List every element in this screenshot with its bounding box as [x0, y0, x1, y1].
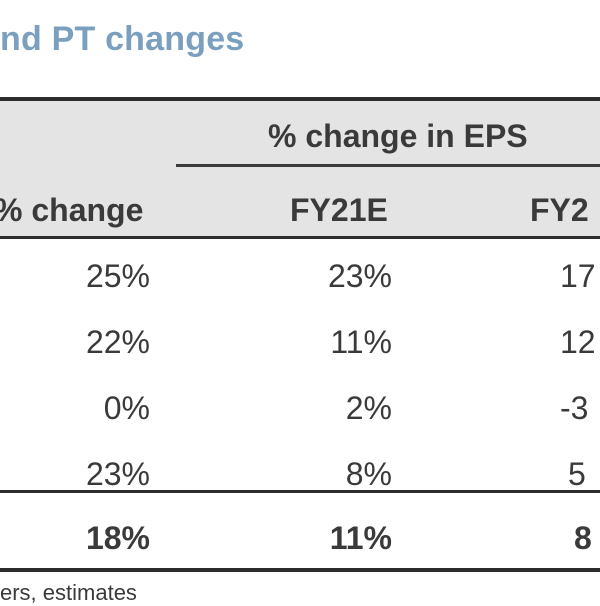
total-cell: 8: [574, 520, 592, 556]
header-bottom-rule: [0, 236, 600, 239]
eps-change-group-header: % change in EPS: [268, 118, 528, 154]
table-cell: 23%: [85, 456, 150, 492]
total-cell: 11%: [329, 520, 392, 556]
table-cell: 0%: [103, 390, 150, 426]
col-header-fy2x: FY2: [530, 192, 589, 228]
bottom-rule: [0, 568, 600, 572]
table-cell: 11%: [330, 324, 392, 360]
top-rule: [0, 97, 600, 101]
col-header-fy21e: FY21E: [290, 192, 388, 228]
total-cell: 18%: [85, 520, 150, 556]
table-cell: 23%: [327, 258, 392, 294]
group-underline: [176, 164, 600, 167]
table-cell: 8%: [345, 456, 392, 492]
table-cell: 12: [560, 324, 596, 360]
header-panel: [0, 98, 600, 238]
col-header-pct-change: % change: [0, 192, 144, 228]
table-cell: 25%: [85, 258, 150, 294]
table-title: nd PT changes: [0, 20, 245, 58]
table-cell: 2%: [345, 390, 392, 426]
total-top-rule: [0, 490, 600, 493]
source-footnote: ers, estimates: [0, 580, 137, 605]
table-cell: 5: [568, 456, 586, 492]
table-cell: -3: [560, 390, 589, 426]
table-cell: 22%: [85, 324, 150, 360]
table-cell: 17: [560, 258, 596, 294]
